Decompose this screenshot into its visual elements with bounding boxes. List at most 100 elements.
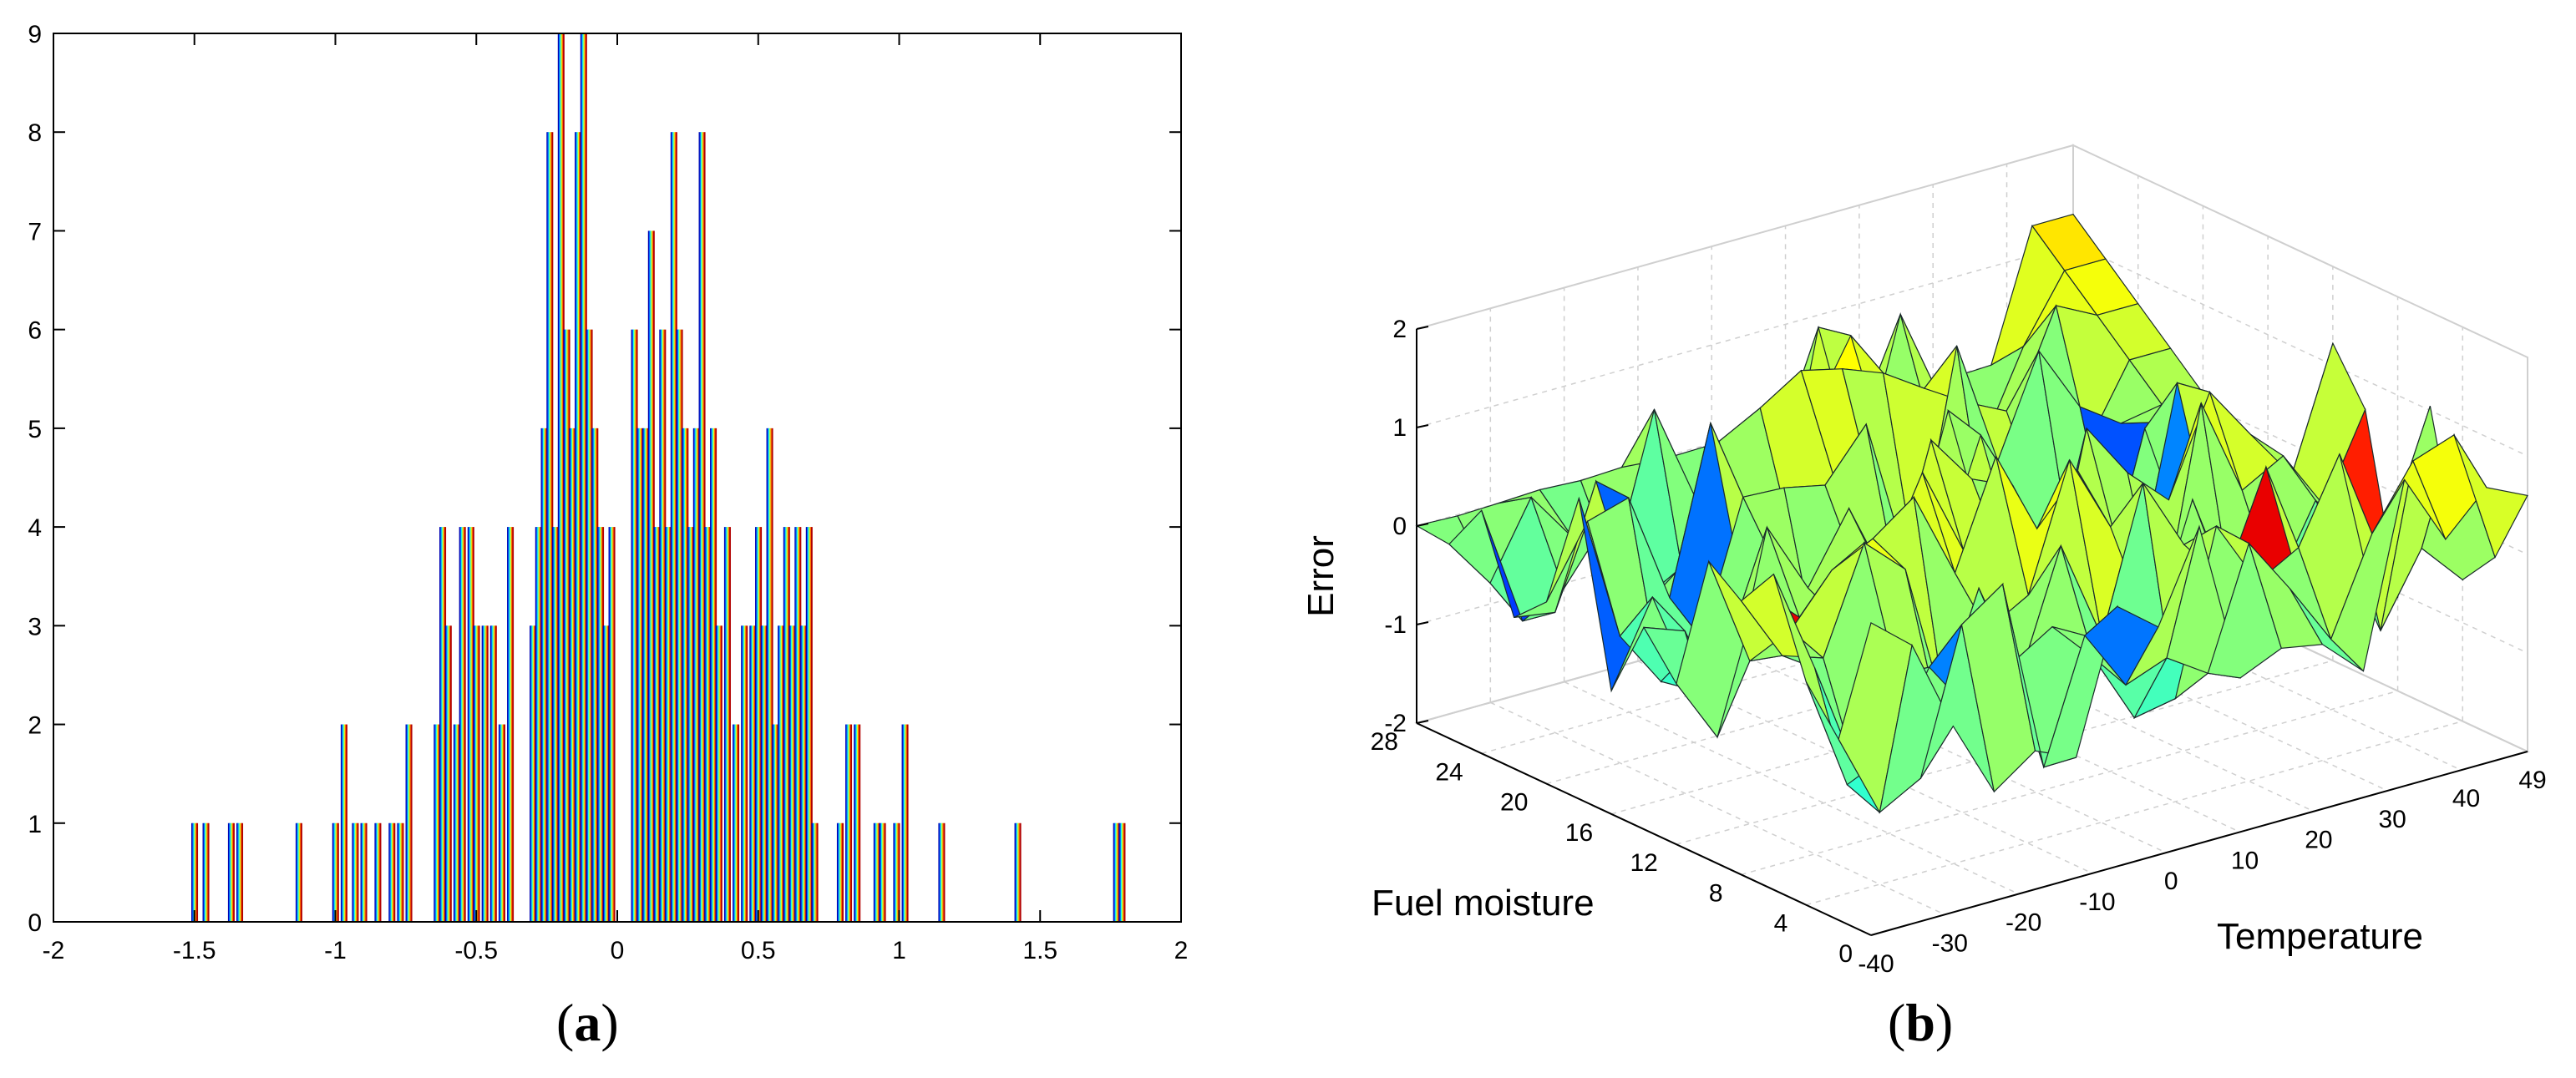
x-tick-label: 12 [1630, 849, 1657, 877]
y-tick-label: 20 [2305, 827, 2332, 854]
histogram-bin [805, 527, 813, 922]
histogram-bin [498, 724, 505, 922]
histogram-bin [845, 724, 853, 922]
z-tick-label: 1 [1392, 414, 1407, 442]
y-tick-label: 5 [28, 416, 42, 443]
histogram-bin [295, 822, 302, 922]
surface-panel: 2 1 0 -1 -2 28 24 20 16 12 8 4 0 -40 -30 -20 -10 0 10 20 30 4… [1286, 0, 2576, 1078]
x-axis-line [1416, 722, 1872, 936]
histogram-bars [191, 33, 1126, 923]
y-tick-label: 1 [28, 811, 42, 838]
x-tick-label: 20 [1500, 789, 1528, 817]
y-tick-label: 7 [28, 218, 42, 245]
y-tick-label: -10 [2079, 888, 2115, 916]
caption-b-letter: b [1905, 993, 1935, 1052]
histogram-bin [227, 822, 235, 922]
x-tick-label: -1.5 [173, 937, 216, 964]
histogram-bin [473, 625, 480, 922]
z-tick-label: 2 [1392, 316, 1407, 343]
y-tick-label: -20 [2006, 909, 2041, 937]
histogram-bin [481, 625, 489, 922]
x-tick-label: 4 [1774, 910, 1788, 938]
histogram-bin [893, 822, 900, 922]
x-tick-label: -1 [324, 937, 347, 964]
y-tick-label: 2 [28, 712, 42, 740]
y-tick-label: -30 [1932, 929, 1968, 957]
y-tick-label: -40 [1858, 950, 1894, 978]
x-tick-label: 16 [1565, 819, 1593, 847]
histogram-chart: -2 -1.5 -1 -0.5 0 0.5 1 1.5 2 0 1 2 3 4 5 6 7 8 9 [28, 21, 1189, 964]
histogram-bin [741, 625, 748, 922]
histogram-bin [715, 625, 723, 922]
z-tick-label: -1 [1384, 611, 1407, 639]
y-tick-label: 9 [28, 21, 42, 48]
histogram-bin [811, 822, 819, 922]
z-tick-mark [1416, 424, 1429, 428]
y-tick-label: 8 [28, 119, 42, 147]
z-tick-mark [1416, 720, 1429, 724]
histogram-bin [405, 724, 413, 922]
histogram-bin [879, 822, 886, 922]
histogram-bin [444, 625, 452, 922]
x-axis-label: Fuel moisture [1372, 883, 1595, 924]
histogram-bin [340, 724, 347, 922]
histogram-bin [202, 822, 210, 922]
x-tick-label: 2 [1174, 937, 1189, 964]
y-tick-label: 10 [2231, 847, 2259, 874]
histogram-bin [332, 822, 339, 922]
x-tick-label: 0 [611, 937, 625, 964]
histogram-bin [360, 822, 368, 922]
x-tick-label: -2 [43, 937, 65, 964]
histogram-bin [459, 527, 466, 922]
floor-grid-line [1564, 681, 2019, 895]
histogram-y-ticks: 0 1 2 3 4 5 6 7 8 9 [28, 21, 1181, 937]
y-tick-label: 0 [2164, 868, 2178, 895]
histogram-bin [1014, 822, 1022, 922]
x-tick-label: 0.5 [741, 937, 776, 964]
y-tick-label: 49 [2518, 767, 2546, 794]
histogram-bin [236, 822, 244, 922]
histogram-axes-frame [53, 33, 1182, 923]
histogram-bin [374, 822, 382, 922]
histogram-bin [723, 527, 731, 922]
histogram-bin [901, 724, 909, 922]
x-tick-label: -0.5 [454, 937, 498, 964]
z-tick-label: 0 [1392, 513, 1407, 540]
histogram-panel: -2 -1.5 -1 -0.5 0 0.5 1 1.5 2 0 1 2 3 4 5 6 7 8 9 (a) [0, 0, 1194, 1078]
x-tick-label: 8 [1709, 879, 1723, 907]
x-tick-label: 24 [1435, 758, 1463, 786]
y-tick-label: 0 [28, 909, 42, 937]
histogram-bin [836, 822, 844, 922]
x-tick-label: 28 [1371, 728, 1398, 756]
histogram-bin [191, 822, 199, 922]
x-tick-label: 1 [892, 937, 906, 964]
y-tick-label: 6 [28, 317, 42, 345]
x-tick-label: 1.5 [1022, 937, 1057, 964]
z-tick-label: -2 [1384, 710, 1407, 737]
floor-grid-line [1806, 720, 2463, 906]
surface-facet [2453, 434, 2528, 559]
z-axis-label: Error [1301, 535, 1341, 617]
histogram-bin [733, 724, 740, 922]
y-tick-label: 30 [2379, 806, 2406, 833]
histogram-bin [489, 625, 497, 922]
z-tick-mark [1416, 523, 1429, 527]
y-tick-label: 40 [2452, 785, 2480, 812]
y-axis-label: Temperature [2217, 916, 2423, 957]
floor-grid-line [1489, 701, 1945, 915]
y-axis-line [1870, 751, 2528, 936]
histogram-bin [608, 527, 616, 922]
caption-a-letter: a [574, 993, 601, 1052]
y-tick-label: 3 [28, 613, 42, 640]
histogram-bin [854, 724, 861, 922]
histogram-bin [507, 527, 515, 922]
histogram-bin [388, 822, 396, 922]
caption-b: (b) [1888, 993, 1954, 1052]
histogram-bin [397, 822, 404, 922]
histogram-bin [766, 428, 773, 922]
histogram-x-ticks: -2 -1.5 -1 -0.5 0 0.5 1 1.5 2 [43, 33, 1189, 964]
y-tick-label: 4 [28, 514, 42, 542]
z-tick-mark [1416, 621, 1429, 625]
